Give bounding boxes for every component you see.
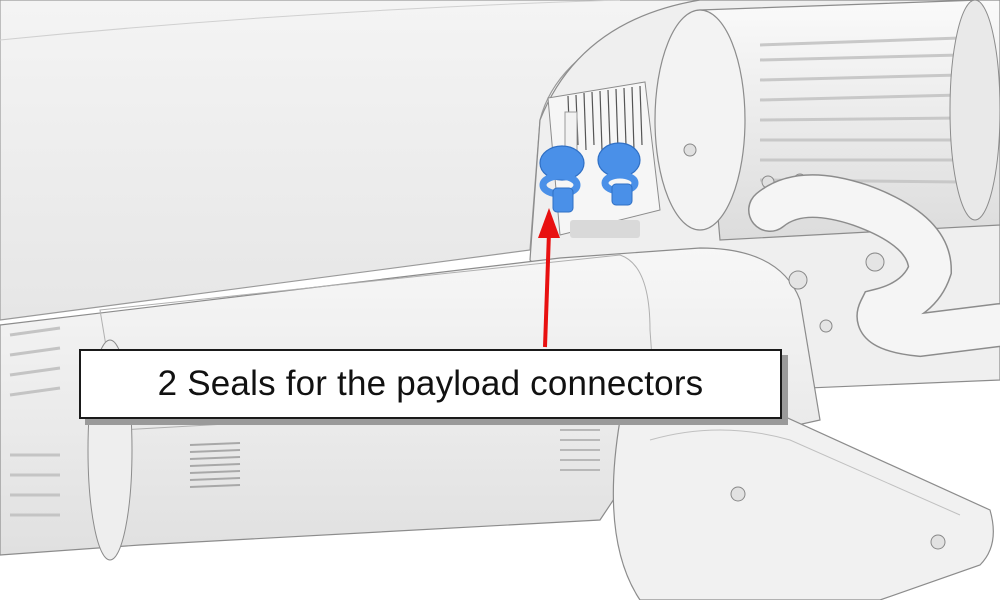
motor-cylinder	[654, 0, 1000, 241]
bolt	[788, 270, 808, 290]
red-arrow	[538, 208, 560, 348]
hose	[748, 174, 1000, 358]
bolt	[865, 252, 885, 272]
bolt	[819, 319, 833, 333]
callout-label: 2 Seals for the payload connectors	[79, 349, 782, 419]
elbow-joint	[612, 403, 994, 600]
seal-left	[539, 145, 585, 213]
seal-right	[597, 142, 641, 206]
